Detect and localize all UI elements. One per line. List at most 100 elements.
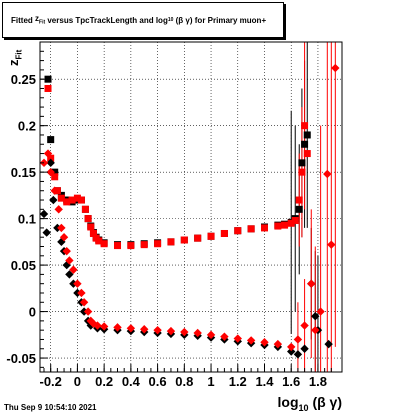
data-point-square [81,205,89,213]
y-tick-label: -0.05 [6,351,36,366]
data-point-diamond [287,347,296,356]
x-tick-label: -0.2 [39,374,61,389]
data-point-diamond [300,344,309,353]
data-point-diamond [65,256,74,265]
data-point-diamond [42,228,51,237]
data-point-square [57,194,65,202]
data-point-diamond [300,321,309,330]
data-point-square [234,227,242,235]
data-point-diamond [50,186,59,195]
data-point-diamond [246,336,256,345]
data-point-square [303,131,311,139]
data-point-square [44,84,52,92]
data-point-square [114,242,122,250]
y-tick-label: 0 [29,305,36,320]
data-point-diamond [273,339,283,349]
x-tick-label: 1.2 [229,374,247,389]
x-tick-label: 0.2 [95,374,113,389]
timestamp-footer: Thu Sep 9 10:54:10 2021 [4,403,97,412]
data-point-square [301,140,309,148]
data-point-diamond [113,323,122,332]
data-points [39,63,340,359]
data-point-diamond [62,246,71,256]
title-log-sub: 10 [167,17,174,23]
data-point-diamond [126,324,136,333]
data-point-diamond [287,342,296,352]
y-tick-label: 0.1 [18,212,36,227]
x-tick-label: 0.8 [175,374,193,389]
data-point-diamond [46,158,55,168]
data-point-square [44,75,52,83]
data-point-diamond [99,322,109,331]
data-point-square [247,225,255,233]
title-z: zFit [35,14,46,26]
data-point-square [167,238,175,246]
data-point-diamond [65,270,74,279]
data-point-square [89,229,97,237]
data-point-square [73,194,81,202]
data-point-diamond [233,334,242,343]
data-point-square [180,236,188,244]
y-tick-label: 0.15 [11,165,36,180]
data-point-square [51,173,59,181]
data-point-diamond [93,321,102,330]
data-point-square [274,222,282,230]
data-point-square [220,229,228,237]
x-tick-label: 0 [74,374,81,389]
data-point-diamond [307,279,316,288]
title-mid: versus TpcTrackLength and log [47,15,168,25]
axis-ticks: -0.2 0 0.2 0.4 0.6 0.8 1 1.2 1.4 1.6 1.8 -0.05 0 0.05… [6,50,332,389]
x-tick-label: 1.4 [255,374,274,389]
data-point-square [140,241,148,249]
data-point-square [47,136,55,144]
title-prefix: Fitted [11,15,33,25]
x-tick-label: 1.6 [282,374,300,389]
data-point-diamond [153,325,162,335]
data-point-diamond [39,209,49,219]
x-axis-label: log10 (β γ) [277,394,342,413]
data-point-diamond [79,298,89,307]
x-tick-label: 1.8 [309,374,327,389]
data-point-diamond [166,326,176,336]
data-point-diamond [293,335,303,344]
data-point-diamond [260,338,269,347]
data-point-diamond [206,330,216,340]
chart-grid [40,42,342,372]
y-tick-label: 0.05 [11,258,36,273]
data-point-diamond [311,312,320,321]
data-point-square [287,219,295,227]
data-point-square [100,240,108,248]
data-point-diamond [311,325,320,335]
data-point-diamond [69,265,78,274]
data-point-diamond [327,240,336,249]
data-point-square [295,205,303,213]
data-point-square [301,122,309,130]
data-point-square [87,223,95,231]
x-tick-label: 0.4 [122,374,141,389]
data-point-diamond [54,205,63,214]
data-point-square [295,196,303,204]
y-tick-label: 0.25 [11,72,36,87]
data-point-diamond [62,260,71,270]
data-point-diamond [293,350,303,359]
data-point-diamond [180,327,189,337]
data-point-square [298,168,306,176]
data-point-square [47,154,55,162]
data-point-square [303,150,311,158]
data-point-square [95,237,103,245]
data-point-diamond [73,279,82,288]
y-tick-label: 0.2 [18,119,36,134]
y-axis-label: zFit [6,49,24,66]
data-point-diamond [43,149,53,158]
data-point-square [68,196,76,204]
data-point-diamond [316,307,325,316]
data-point-diamond [331,63,340,73]
data-point-square [281,221,289,229]
data-point-diamond [39,158,49,168]
data-point-square [291,216,299,224]
x-tick-label: 0.6 [149,374,167,389]
x-tick-label: 1 [207,374,214,389]
data-point-square [298,159,306,167]
data-point-diamond [49,195,58,205]
